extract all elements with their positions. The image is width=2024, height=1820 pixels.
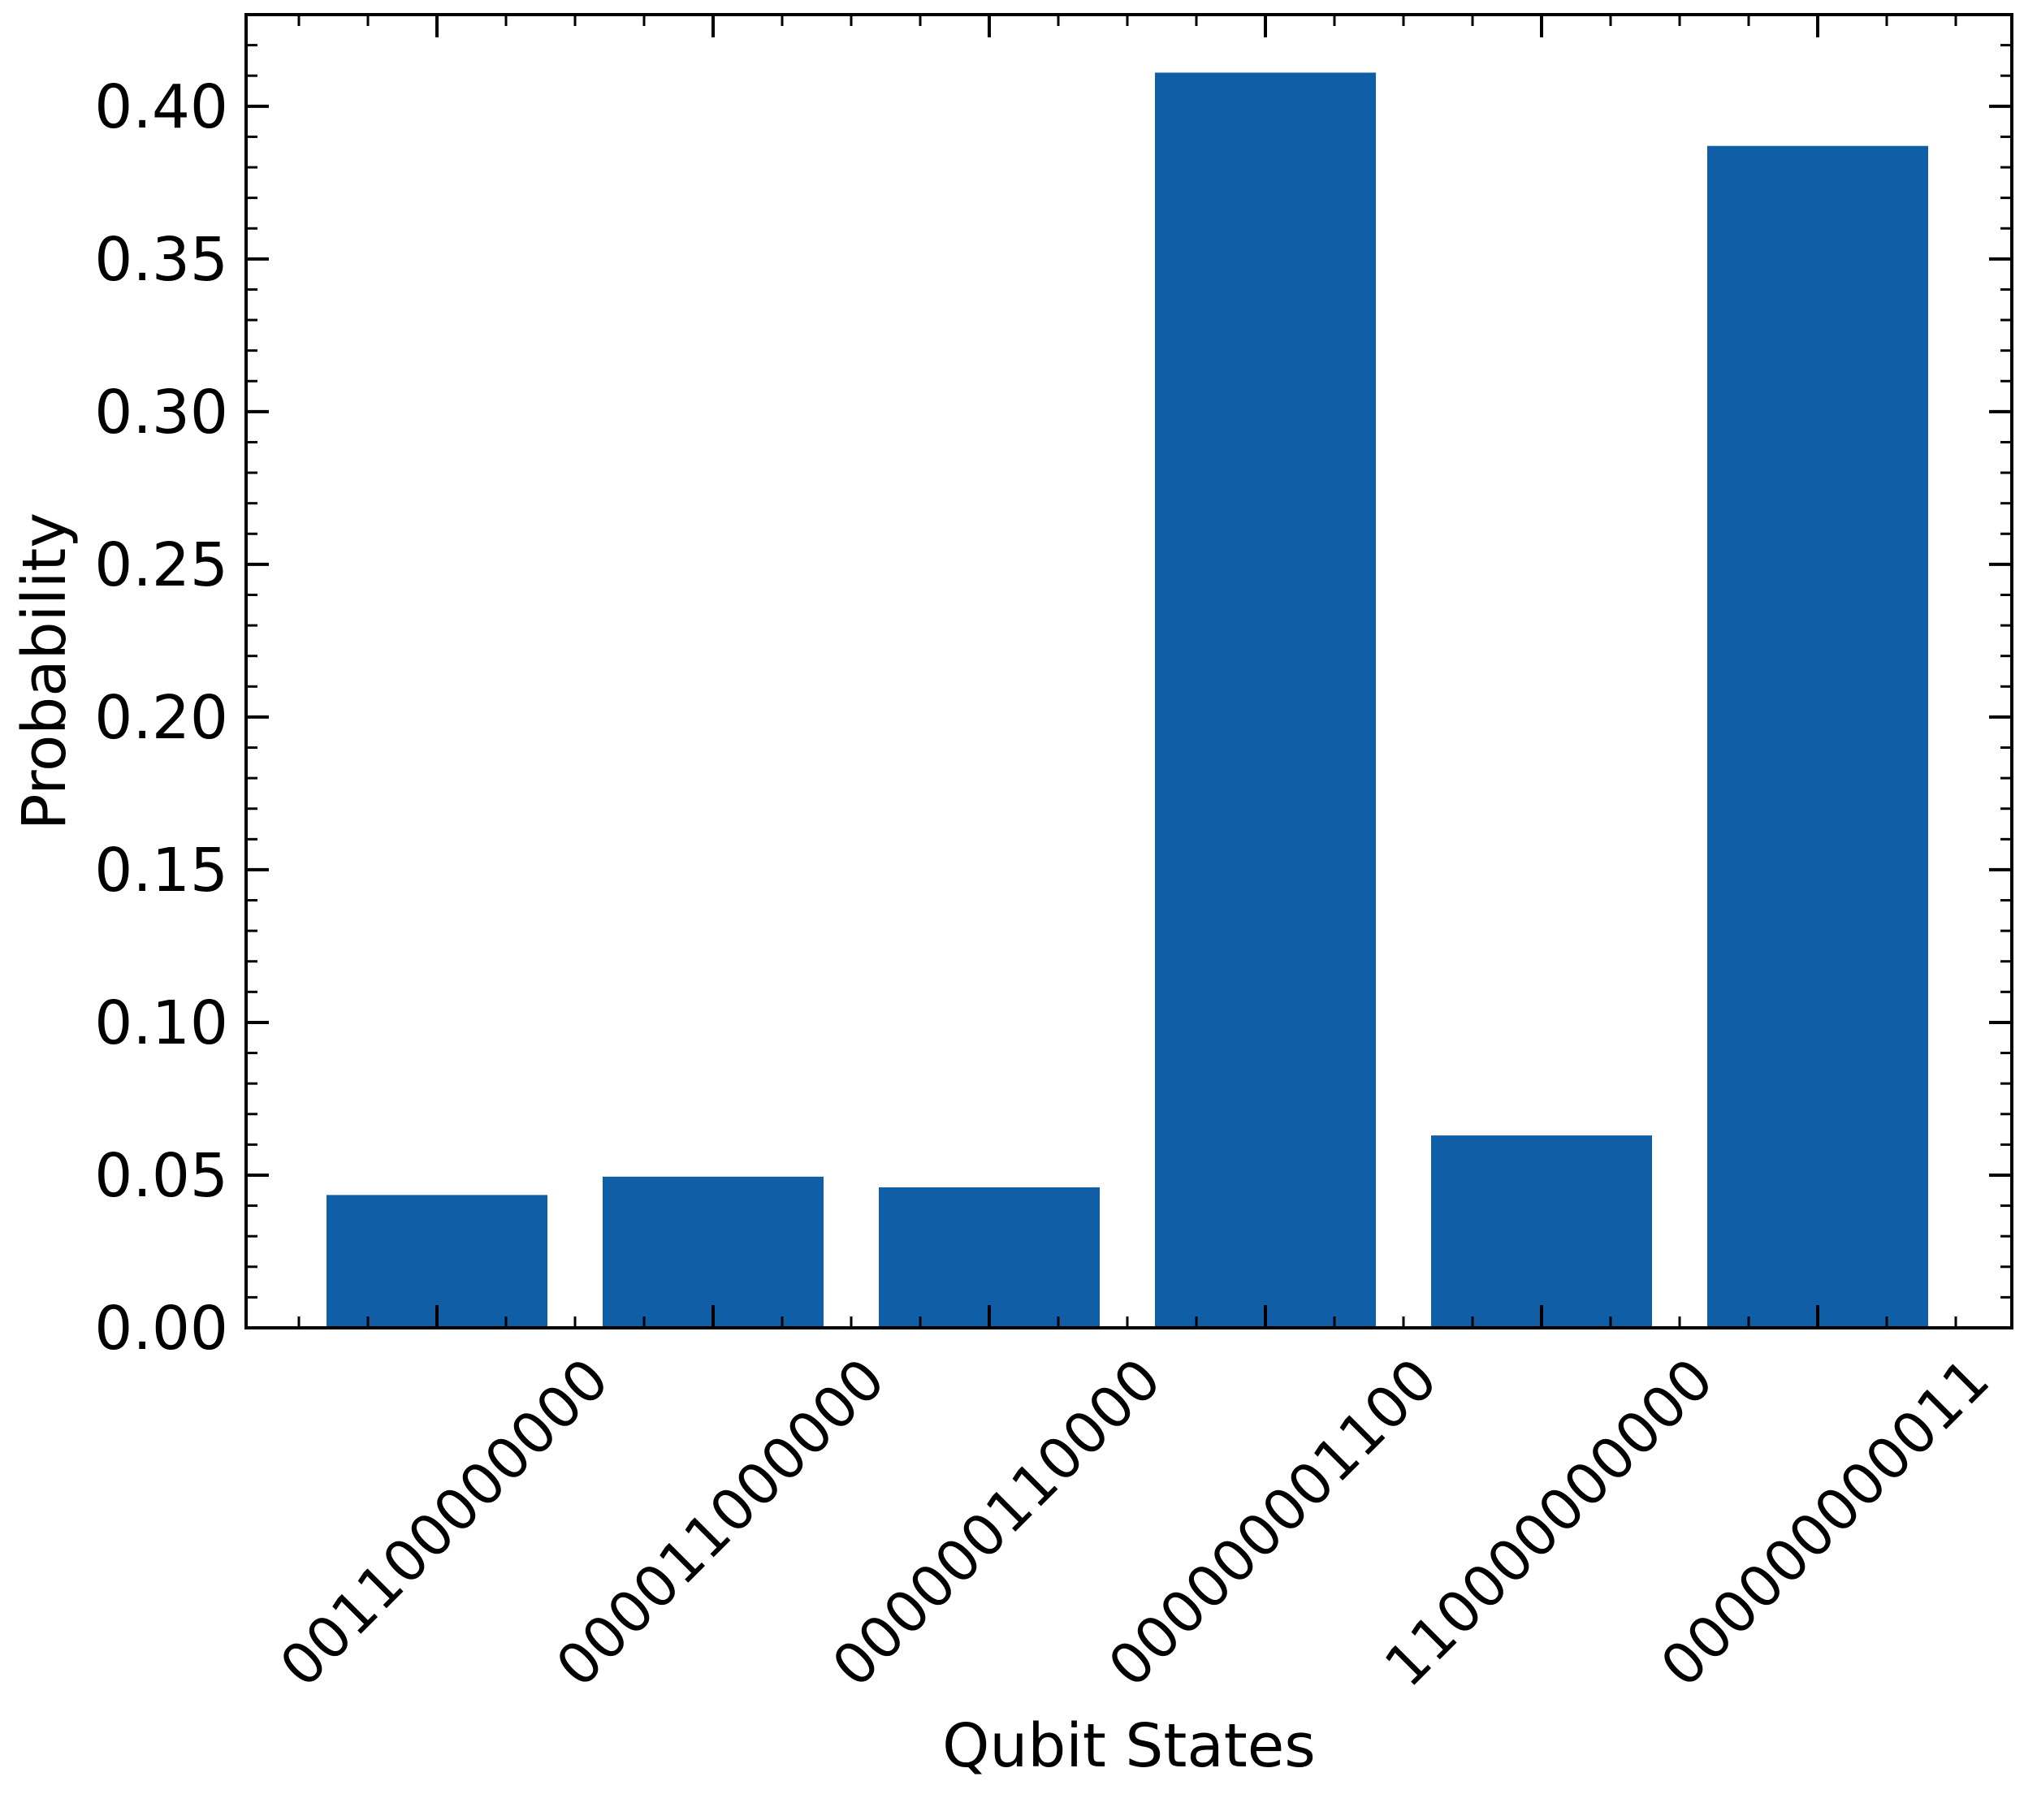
ticks-layer xyxy=(246,13,2012,1329)
y-tick-label: 0.00 xyxy=(94,1294,228,1364)
bar-000000000011 xyxy=(1707,145,1928,1329)
bar-000000001100 xyxy=(1155,72,1376,1328)
bar-000011000000 xyxy=(603,1176,824,1328)
y-tick-labels: 0.00 0.05 0.10 0.15 0.20 0.25 0.30 0.35 0.40 xyxy=(94,72,228,1364)
y-tick-label: 0.30 xyxy=(94,378,228,447)
y-tick-label: 0.10 xyxy=(94,988,228,1058)
bars-layer xyxy=(327,72,1928,1329)
y-tick-label: 0.35 xyxy=(94,225,228,295)
y-tick-label: 0.40 xyxy=(94,72,228,142)
bar-000000110000 xyxy=(879,1187,1100,1328)
plot-frame xyxy=(244,13,2013,1329)
y-axis-label: Probability xyxy=(10,512,80,830)
y-tick-label: 0.25 xyxy=(94,530,228,600)
bar-110000000000 xyxy=(1431,1135,1652,1328)
y-tick-label: 0.05 xyxy=(94,1141,228,1211)
y-tick-label: 0.20 xyxy=(94,683,228,753)
y-tick-label: 0.15 xyxy=(94,836,228,906)
x-axis-label: Qubit States xyxy=(942,1711,1316,1781)
